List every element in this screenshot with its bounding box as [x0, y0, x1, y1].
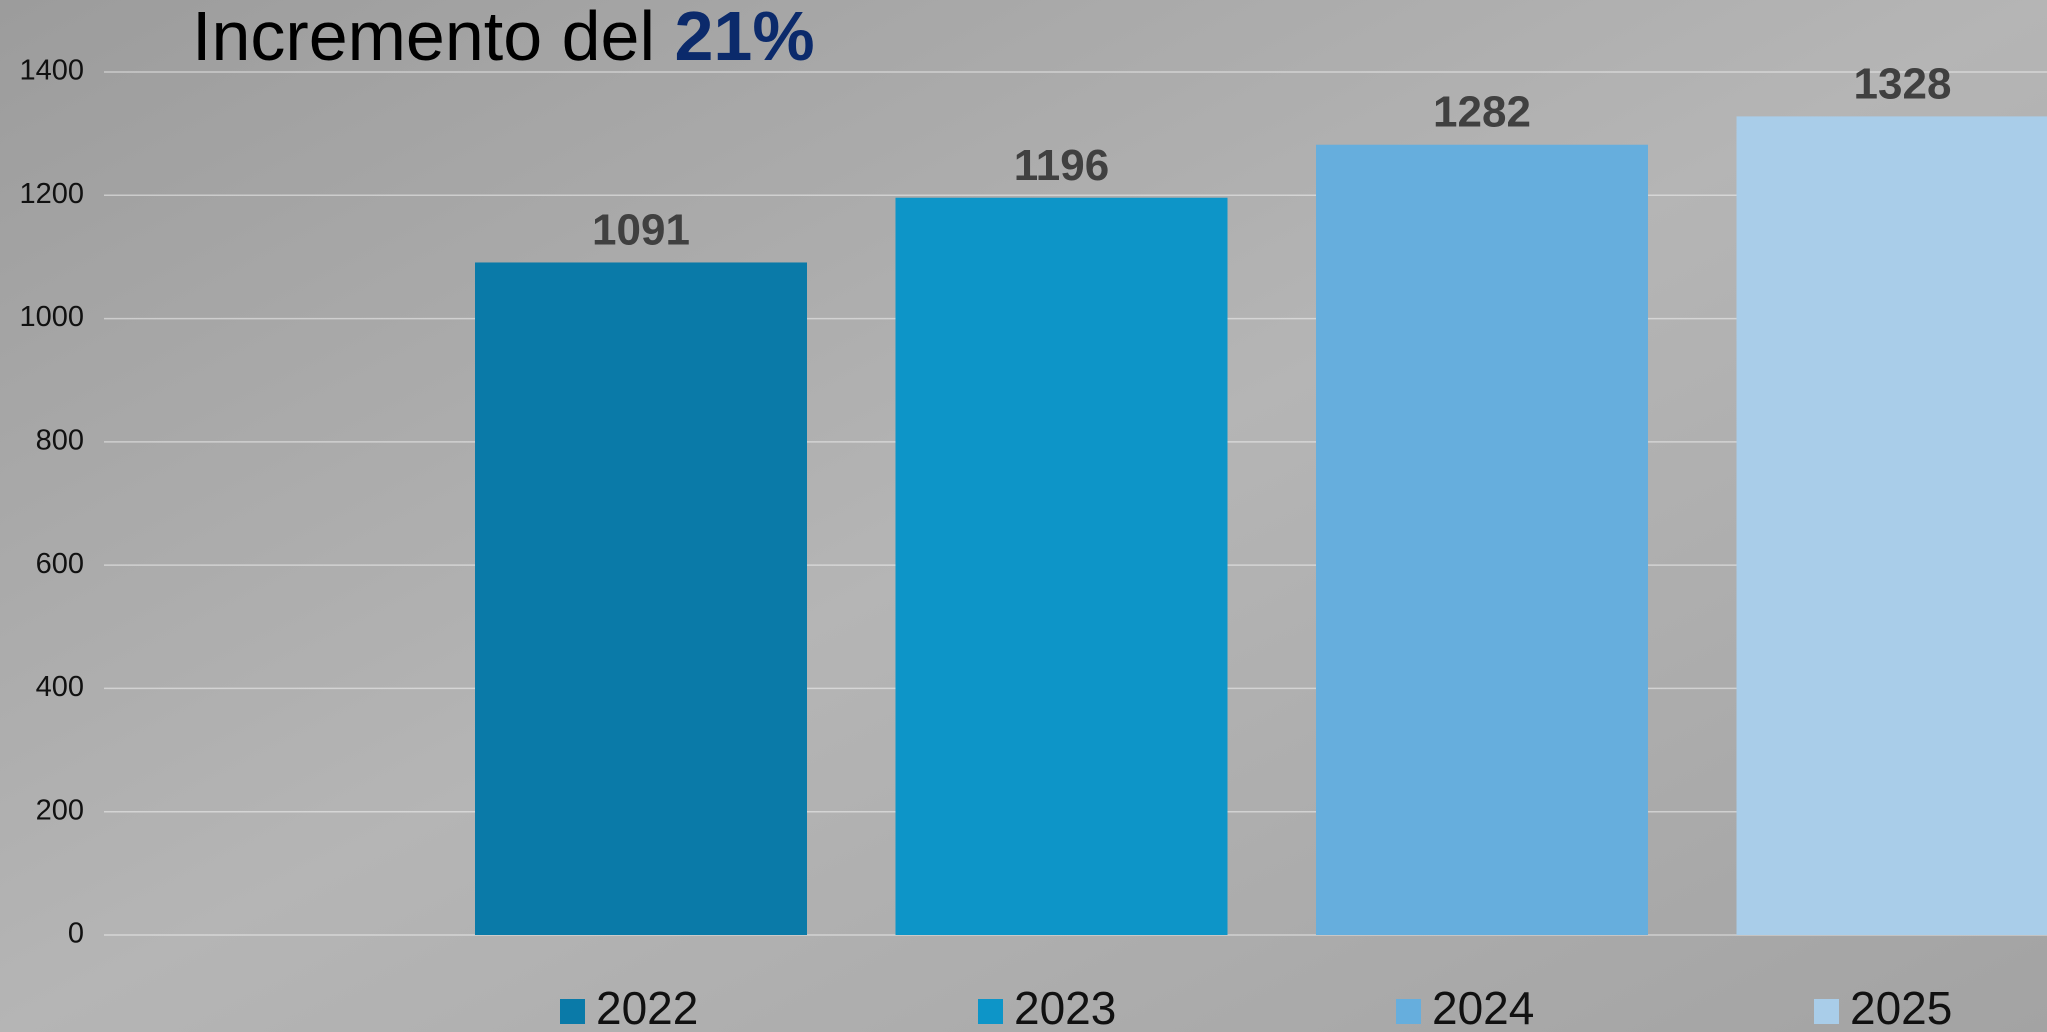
- legend-swatch: [978, 999, 1003, 1024]
- legend-label: 2023: [1014, 982, 1116, 1032]
- y-tick-label: 200: [36, 794, 84, 826]
- y-tick-label: 1000: [19, 301, 84, 333]
- bar: [475, 262, 807, 935]
- y-tick-label: 600: [36, 548, 84, 580]
- value-label: 1328: [1854, 59, 1952, 108]
- y-tick-label: 0: [68, 918, 84, 950]
- plot: 0 200 400 600 800 1000 1200 1400 1091 2022 1196 202…: [19, 55, 2047, 1032]
- legend-label: 2024: [1432, 982, 1534, 1032]
- title-highlight: 21%: [675, 0, 815, 75]
- bar: [895, 197, 1228, 935]
- value-label: 1282: [1433, 88, 1531, 137]
- y-tick-label: 1400: [19, 55, 84, 87]
- legend-label: 2022: [596, 982, 698, 1032]
- title-text: Incremento del: [192, 0, 655, 75]
- chart-title: Incremento del 21%: [192, 0, 815, 75]
- bar: [1316, 144, 1648, 935]
- legend-swatch: [1396, 999, 1421, 1024]
- legend-label: 2025: [1850, 982, 1952, 1032]
- y-tick-label: 400: [36, 671, 84, 703]
- value-label: 1196: [1014, 141, 1109, 190]
- value-label: 1091: [592, 205, 690, 254]
- bar: [1736, 116, 2047, 935]
- y-tick-label: 1200: [19, 178, 84, 210]
- y-tick-label: 800: [36, 425, 84, 457]
- legend-swatch: [1814, 999, 1839, 1024]
- legend-swatch: [560, 999, 585, 1024]
